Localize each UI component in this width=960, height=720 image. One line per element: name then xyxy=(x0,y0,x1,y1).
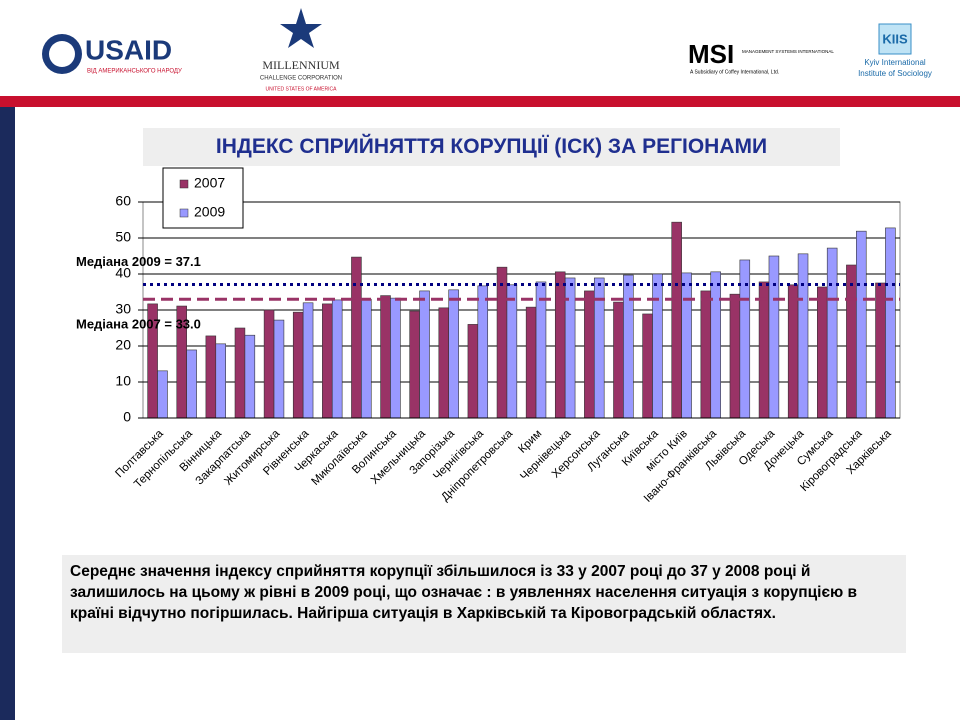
kiis-cube xyxy=(878,23,912,55)
bar xyxy=(234,327,246,419)
bar xyxy=(671,221,682,419)
bar xyxy=(361,298,372,419)
bar xyxy=(856,230,867,419)
bar xyxy=(787,284,799,419)
summary-text: Середнє значення індексу сприйняття кору… xyxy=(62,555,906,653)
logo-text: CHALLENGE CORPORATION xyxy=(260,76,342,82)
bar xyxy=(322,303,333,419)
bar xyxy=(554,271,566,419)
bar xyxy=(205,335,217,419)
bar xyxy=(710,271,721,419)
bar xyxy=(438,307,450,419)
y-tick-label: 40 xyxy=(115,265,131,281)
legend-swatch xyxy=(179,179,189,189)
bar xyxy=(496,266,508,419)
bar xyxy=(739,259,751,419)
bar xyxy=(642,313,653,419)
bar xyxy=(390,297,401,419)
logo-text: KIIS xyxy=(882,31,908,46)
bar xyxy=(584,290,595,419)
bar xyxy=(613,301,624,419)
bar xyxy=(535,281,547,419)
bar xyxy=(652,273,663,419)
legend-swatch xyxy=(179,208,189,218)
y-tick-label: 20 xyxy=(115,337,131,353)
bar xyxy=(244,334,256,419)
bar xyxy=(186,349,197,419)
bar xyxy=(846,264,857,419)
legend-box xyxy=(162,167,244,229)
bar xyxy=(826,247,838,419)
side-bar xyxy=(0,107,15,720)
bar xyxy=(419,290,430,419)
logo-text: Kyiv International xyxy=(864,58,926,67)
usaid-seal-inner xyxy=(49,41,75,67)
logo-text: Institute of Sociology xyxy=(858,69,932,78)
bar xyxy=(273,319,285,419)
bar xyxy=(292,311,304,419)
bar xyxy=(875,282,886,419)
bar xyxy=(157,370,168,419)
logo-text: USAID xyxy=(85,34,172,65)
logo-text: A Subsidiary of Coffey International, Lt… xyxy=(690,69,779,75)
bar xyxy=(263,309,275,419)
red-band xyxy=(0,96,960,107)
y-tick-label: 10 xyxy=(115,373,131,389)
bar xyxy=(768,255,780,419)
median-label: Медіана 2007 = 33.0 xyxy=(76,317,201,332)
bar xyxy=(506,284,518,419)
bar xyxy=(477,285,489,419)
bar xyxy=(302,302,314,419)
bar xyxy=(817,286,828,419)
bar xyxy=(623,274,634,419)
logo-text: ВІД АМЕРИКАНСЬКОГО НАРОДУ xyxy=(87,69,182,75)
bar xyxy=(331,299,343,419)
bar xyxy=(467,324,479,419)
bar xyxy=(380,295,391,419)
y-tick-label: 60 xyxy=(115,193,131,209)
bar xyxy=(448,289,459,419)
bar xyxy=(758,281,770,419)
bar xyxy=(351,256,362,419)
bar xyxy=(215,343,226,419)
bar xyxy=(700,290,712,419)
y-tick-label: 50 xyxy=(115,229,131,245)
bar xyxy=(729,293,741,419)
bar xyxy=(409,310,420,419)
mcc-star xyxy=(280,8,322,48)
legend-label: 2009 xyxy=(194,204,225,220)
bar xyxy=(885,227,896,419)
bar xyxy=(681,272,692,419)
legend-label: 2007 xyxy=(194,175,225,191)
median-label: Медіана 2009 = 37.1 xyxy=(76,254,201,269)
bar xyxy=(525,306,537,419)
chart-title: ІНДЕКС СПРИЙНЯТТЯ КОРУПЦІЇ (ІСК) ЗА РЕГІ… xyxy=(143,128,840,166)
logo-text: MILLENNIUM xyxy=(262,58,340,72)
bar xyxy=(797,253,809,419)
logo-text: MSI xyxy=(688,39,734,69)
logo-text: MANAGEMENT SYSTEMS INTERNATIONAL xyxy=(742,49,834,54)
y-tick-label: 0 xyxy=(123,409,131,425)
y-tick-label: 30 xyxy=(115,301,131,317)
logo-text: UNITED STATES OF AMERICA xyxy=(266,86,338,92)
